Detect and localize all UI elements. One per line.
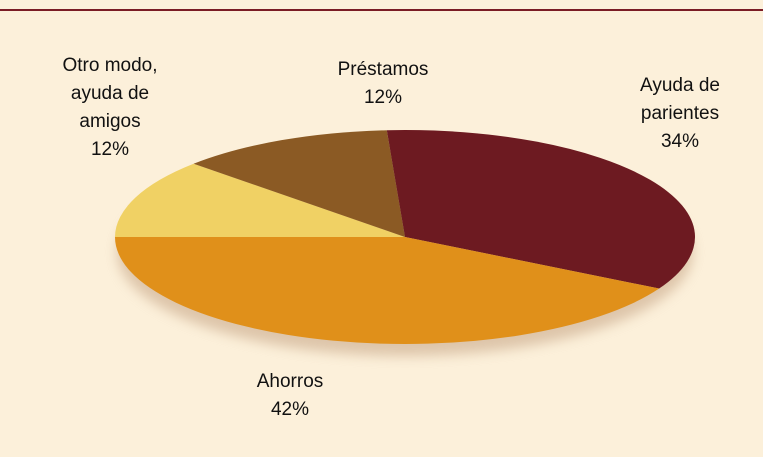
category-label: Ahorros: [256, 371, 324, 392]
value-label: 12%: [90, 139, 130, 160]
category-label: Otro modo, ayuda de amigos: [62, 55, 158, 132]
pie-slice: [115, 163, 405, 237]
category-label: Ayuda de parientes: [640, 75, 720, 124]
slice-label: Ayuda de parientes 34%: [620, 72, 740, 156]
slice-label: Préstamos 12%: [318, 56, 448, 112]
top-rule: [0, 9, 763, 11]
value-label: 12%: [363, 87, 403, 108]
pie-slice: [386, 130, 695, 289]
slice-label: Ahorros 42%: [225, 368, 355, 424]
value-label: 42%: [270, 399, 310, 420]
pie-slice: [115, 237, 660, 344]
pie-slice: [193, 130, 405, 237]
slice-label: Otro modo, ayuda de amigos 12%: [50, 52, 170, 164]
category-label: Préstamos: [337, 59, 429, 80]
value-label: 34%: [660, 131, 700, 152]
